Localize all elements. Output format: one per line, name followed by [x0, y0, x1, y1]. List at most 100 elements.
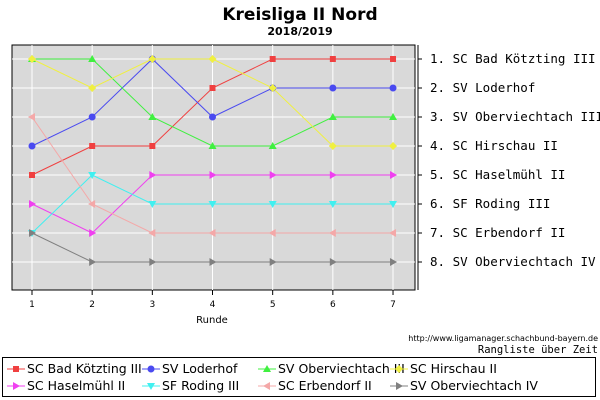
legend-marker [396, 382, 403, 390]
legend-swatch [7, 382, 25, 390]
legend-label: SV Oberviechtach IV [410, 378, 538, 393]
data-point [209, 85, 216, 91]
data-point [209, 258, 217, 266]
data-point [390, 56, 397, 62]
legend-marker [263, 382, 270, 390]
ranking-label: 5. SC Haselmühl II [430, 167, 565, 182]
data-point [208, 142, 217, 149]
data-point [28, 113, 35, 121]
data-point [149, 258, 157, 266]
data-point [149, 171, 157, 179]
data-point [148, 229, 156, 237]
legend-swatch [390, 382, 408, 390]
data-point [88, 172, 97, 179]
data-point [88, 55, 97, 62]
series-4 [28, 55, 398, 150]
data-point [208, 201, 217, 208]
data-point [390, 258, 398, 266]
data-point [389, 201, 398, 208]
legend-label: SF Roding III [162, 378, 240, 393]
legend-swatch [142, 365, 160, 373]
data-point [29, 200, 36, 208]
data-point [329, 84, 337, 92]
legend-marker [147, 383, 155, 390]
data-point [208, 229, 216, 237]
legend-marker [13, 366, 19, 372]
data-point [89, 143, 96, 149]
data-point [29, 172, 35, 178]
legend-label: SV Loderhof [162, 361, 238, 376]
data-point [268, 229, 276, 237]
ranking-label: 4. SC Hirschau II [430, 138, 558, 153]
chart-subtitle: 2018/2019 [267, 25, 332, 38]
ranking-label: 3. SV Oberviechtach III [430, 109, 600, 124]
x-axis: 1 2 3 4 5 6 7 [29, 290, 396, 310]
data-point [328, 142, 337, 150]
legend-marker [13, 382, 20, 390]
data-point [208, 55, 217, 63]
series-group [28, 55, 398, 266]
ranking-label: 8. SV Oberviechtach IV [430, 254, 596, 269]
legend-swatch [258, 382, 276, 390]
data-point [269, 171, 277, 179]
legend-swatch [142, 383, 160, 390]
legend-label: SC Haselmühl II [27, 378, 126, 393]
x-tick-label: 4 [210, 300, 216, 310]
data-point [328, 229, 336, 237]
x-tick-label: 5 [270, 300, 276, 310]
data-point [328, 113, 337, 120]
data-point [268, 84, 277, 92]
data-point [29, 229, 36, 237]
series-5 [29, 171, 398, 237]
data-point [148, 113, 157, 120]
ranking-label: 2. SV Loderhof [430, 80, 535, 95]
legend-label: SC Erbendorf II [278, 378, 372, 393]
data-point [389, 142, 398, 150]
data-point [329, 258, 337, 266]
legend-swatch [7, 366, 25, 372]
data-point [88, 84, 97, 92]
data-point [148, 55, 157, 63]
data-point [389, 113, 398, 120]
series-7 [28, 113, 397, 237]
legend-marker [263, 365, 271, 372]
legend-swatch [390, 365, 408, 373]
data-point [268, 201, 277, 208]
data-point [28, 55, 36, 63]
data-point [329, 56, 336, 62]
ranking-label: 6. SF Roding III [430, 196, 550, 211]
data-point [149, 143, 156, 149]
series-2 [28, 55, 397, 150]
data-point [89, 229, 97, 237]
x-axis-label: Runde [196, 315, 228, 326]
data-point [329, 171, 337, 179]
legend-label: SV Oberviechtach III [278, 361, 405, 376]
footer-caption: Rangliste über Zeit [478, 344, 598, 356]
legend-marker [395, 365, 403, 373]
data-point [269, 258, 277, 266]
ranking-label: 1. SC Bad Kötzting III [430, 51, 596, 66]
chart-title: Kreisliga II Nord [222, 5, 377, 25]
x-tick-label: 7 [390, 300, 396, 310]
data-point [28, 142, 36, 150]
data-point [389, 229, 397, 237]
legend: SC Bad Kötzting III SV Loderhof SV Obervie… [2, 357, 596, 397]
legend-marker [147, 365, 155, 373]
data-point [209, 113, 217, 121]
x-tick-label: 1 [29, 300, 35, 310]
data-point [88, 200, 96, 208]
ranking-labels: 1. SC Bad Kötzting III 2. SV Loderhof 3. S… [418, 51, 600, 269]
data-point [89, 258, 97, 266]
data-point [328, 201, 337, 208]
data-point [268, 142, 277, 149]
plot-area [11, 44, 416, 291]
series-8 [29, 229, 398, 266]
series-1 [29, 56, 397, 178]
x-tick-label: 3 [149, 300, 155, 310]
source-url: http://www.ligamanager.schachbund-bayern… [408, 334, 598, 343]
x-tick-label: 6 [330, 300, 336, 310]
ranking-label: 7. SC Erbendorf II [430, 225, 565, 240]
data-point [389, 84, 397, 92]
x-tick-label: 2 [89, 300, 95, 310]
